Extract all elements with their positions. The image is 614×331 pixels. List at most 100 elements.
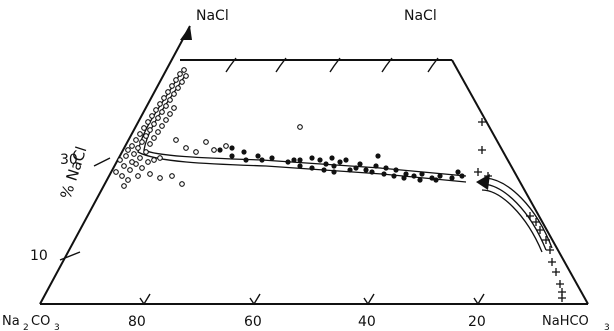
filled-point	[433, 177, 439, 183]
filled-point	[259, 157, 265, 163]
filled-point	[229, 153, 235, 159]
filled-point	[269, 155, 275, 161]
top-tick-4	[381, 57, 393, 73]
open-point	[151, 135, 157, 141]
cross-point	[474, 168, 482, 176]
filled-point	[291, 157, 297, 163]
cross-point	[546, 246, 554, 254]
open-point	[179, 181, 185, 187]
filled-point	[375, 153, 381, 159]
open-point	[297, 124, 303, 130]
corner-right-text: NaHCO	[542, 314, 589, 329]
apex-left-label: NaCl	[196, 8, 229, 24]
filled-point	[329, 155, 335, 161]
open-point	[173, 77, 179, 83]
cross-point	[478, 146, 486, 154]
open-point	[163, 103, 169, 109]
filled-point	[217, 147, 223, 153]
open-point	[183, 73, 189, 79]
open-point	[137, 155, 143, 161]
open-point	[173, 137, 179, 143]
filled-point	[369, 169, 375, 175]
filled-point	[459, 173, 465, 179]
filled-point	[321, 167, 327, 173]
filled-point	[381, 171, 387, 177]
corner-left-label: Na 2 CO 3	[2, 314, 60, 331]
open-point	[133, 137, 139, 143]
bottom-tick-60-mark	[249, 293, 261, 306]
corner-left-co: CO	[31, 314, 50, 329]
open-point	[167, 111, 173, 117]
open-point	[135, 145, 141, 151]
open-point	[149, 113, 155, 119]
open-point	[163, 117, 169, 123]
open-point	[167, 97, 173, 103]
open-point	[155, 115, 161, 121]
filled-point	[297, 157, 303, 163]
filled-point	[429, 175, 435, 181]
cross-points-series	[474, 118, 566, 302]
filled-point	[411, 173, 417, 179]
filled-point	[437, 173, 443, 179]
filled-point	[255, 153, 261, 159]
cross-point	[532, 218, 540, 226]
flow-curve-lower	[137, 73, 267, 167]
open-point	[171, 105, 177, 111]
filled-point	[449, 175, 455, 181]
top-tick-2	[275, 57, 287, 73]
open-point	[131, 151, 137, 157]
left-tick-30-label: 30	[60, 152, 78, 168]
filled-point	[343, 157, 349, 163]
filled-point	[347, 167, 353, 173]
flow-arrowhead	[476, 174, 490, 190]
right-edge	[451, 59, 589, 305]
cross-point	[536, 226, 544, 234]
left-tick-30-mark	[93, 157, 111, 167]
open-point	[147, 171, 153, 177]
open-point	[139, 165, 145, 171]
open-point	[169, 173, 175, 179]
open-point	[139, 139, 145, 145]
open-point	[203, 139, 209, 145]
open-point	[183, 145, 189, 151]
open-point	[175, 85, 181, 91]
top-tick-3	[329, 57, 341, 73]
open-point	[125, 147, 131, 153]
open-point	[117, 157, 123, 163]
open-point	[153, 107, 159, 113]
filled-point	[353, 165, 359, 171]
open-point	[121, 163, 127, 169]
open-point	[123, 153, 129, 159]
filled-point	[297, 163, 303, 169]
cross-point	[526, 212, 534, 220]
filled-point	[401, 175, 407, 181]
bottom-tick-40-mark	[363, 293, 375, 306]
bottom-tick-40-label: 40	[358, 314, 376, 330]
corner-right-sub: 3	[604, 323, 610, 331]
open-point	[129, 159, 135, 165]
open-point	[119, 173, 125, 179]
open-point	[137, 131, 143, 137]
filled-point	[391, 173, 397, 179]
corner-left-sub1: 2	[23, 323, 29, 331]
open-point	[193, 149, 199, 155]
filled-point	[455, 169, 461, 175]
cross-point	[478, 118, 486, 126]
open-point	[125, 177, 131, 183]
open-point	[159, 123, 165, 129]
open-point	[147, 141, 153, 147]
filled-point	[241, 149, 247, 155]
flow-line-upper	[261, 159, 467, 177]
filled-point	[323, 161, 329, 167]
apex-right-label: NaCl	[404, 8, 437, 24]
open-point	[135, 173, 141, 179]
open-point	[171, 91, 177, 97]
bottom-tick-20-mark	[473, 293, 485, 306]
flow-curve-right-a	[483, 183, 547, 251]
filled-point	[337, 159, 343, 165]
open-point	[145, 119, 151, 125]
cross-point	[558, 294, 566, 302]
filled-point	[419, 171, 425, 177]
filled-point	[383, 165, 389, 171]
